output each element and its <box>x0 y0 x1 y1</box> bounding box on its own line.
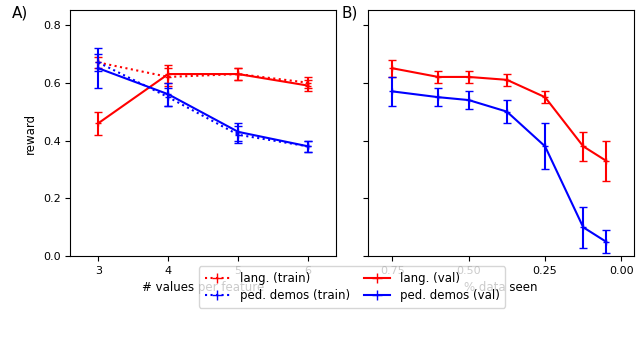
Text: A): A) <box>12 6 28 21</box>
X-axis label: # values per feature: # values per feature <box>142 282 264 294</box>
Legend: lang. (train), ped. demos (train), lang. (val), ped. demos (val): lang. (train), ped. demos (train), lang.… <box>198 266 506 308</box>
Y-axis label: reward: reward <box>24 113 37 154</box>
Text: B): B) <box>341 6 358 21</box>
X-axis label: % data seen: % data seen <box>464 282 538 294</box>
